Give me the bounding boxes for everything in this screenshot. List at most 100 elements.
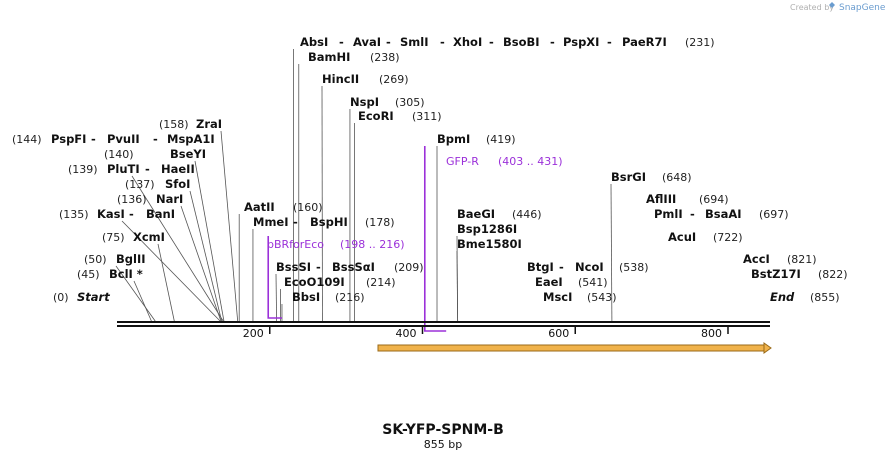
primer-binding-marker[interactable] [267, 236, 282, 319]
enzyme-label[interactable]: BsaAI [705, 207, 742, 221]
enzyme-label[interactable]: PvuII [107, 132, 140, 146]
enzyme-label[interactable]: HaeII [161, 162, 195, 176]
enzyme-label[interactable]: AcuI [668, 230, 696, 244]
enzyme-label[interactable]: PspFI [51, 132, 86, 146]
enzyme-label[interactable]: BspHI [310, 215, 348, 229]
label-separator: - [129, 207, 134, 221]
enzyme-label[interactable]: PspXI [563, 35, 599, 49]
site-position: (209) [394, 261, 424, 274]
label-separator: - [145, 162, 150, 176]
site-position: (694) [699, 193, 729, 206]
enzyme-label[interactable]: EcoO109I [284, 275, 345, 289]
label-separator: - [153, 132, 158, 146]
site-connector-lines [115, 49, 613, 322]
enzyme-label[interactable]: NarI [156, 192, 183, 206]
enzyme-label[interactable]: EaeI [535, 275, 563, 289]
site-position: (305) [395, 96, 425, 109]
enzyme-label[interactable]: SmlI [400, 35, 429, 49]
site-connector-line [121, 220, 221, 322]
label-separator: - [339, 35, 344, 49]
enzyme-label[interactable]: BclI * [109, 267, 143, 281]
site-labels: AbsI - AvaI - SmlI - XhoI - BsoBI - PspX… [12, 35, 848, 304]
label-separator: - [607, 35, 612, 49]
enzyme-label[interactable]: BtgI [527, 260, 554, 274]
site-position: (821) [787, 253, 817, 266]
ruler-tick-label: 800 [701, 327, 722, 340]
site-connector-line [220, 130, 239, 322]
site-position: (137) [125, 178, 155, 191]
site-connector-line [189, 190, 223, 322]
enzyme-label[interactable]: BsoBI [503, 35, 540, 49]
snapgene-logo-icon [829, 2, 835, 8]
label-separator: - [386, 35, 391, 49]
enzyme-label[interactable]: Bme1580I [457, 237, 522, 251]
site-position: (75) [102, 231, 125, 244]
primer-label[interactable]: pBRforEco [267, 238, 324, 251]
label-separator: - [559, 260, 564, 274]
enzyme-label[interactable]: BbsI [292, 290, 320, 304]
site-position: (216) [335, 291, 365, 304]
ruler-tick-label: 600 [548, 327, 569, 340]
enzyme-label[interactable]: BglII [116, 252, 146, 266]
enzyme-label[interactable]: BaeGI [457, 207, 495, 221]
enzyme-label[interactable]: BstZ17I [751, 267, 801, 281]
site-position: (160) [293, 201, 323, 214]
site-position: (648) [662, 171, 692, 184]
enzyme-label[interactable]: AvaI [353, 35, 381, 49]
site-position: (140) [104, 148, 134, 161]
enzyme-label[interactable]: BpmI [437, 132, 470, 146]
ruler-ticks: 200 400 600 800 [243, 327, 729, 340]
ruler-tick-label: 200 [243, 327, 264, 340]
enzyme-label[interactable]: AatII [244, 200, 275, 214]
map-title: SK-YFP-SPNM-B [382, 422, 503, 438]
enzyme-label[interactable]: BsrGI [611, 170, 646, 184]
enzyme-label[interactable]: Bsp1286I [457, 222, 517, 236]
site-position: (538) [619, 261, 649, 274]
enzyme-label[interactable]: EcoRI [358, 109, 394, 123]
enzyme-label[interactable]: AbsI [300, 35, 328, 49]
site-position: (269) [379, 73, 409, 86]
enzyme-label[interactable]: BssSI [276, 260, 311, 274]
site-position: (144) [12, 133, 42, 146]
site-connector-line [456, 250, 459, 322]
enzyme-label[interactable]: SfoI [165, 177, 190, 191]
site-position: (446) [512, 208, 542, 221]
enzyme-label[interactable]: NspI [350, 95, 379, 109]
label-separator: - [550, 35, 555, 49]
enzyme-label[interactable]: PmlI [654, 207, 683, 221]
primer-binding-marker[interactable] [423, 146, 447, 332]
enzyme-label[interactable]: HincII [322, 72, 359, 86]
enzyme-label[interactable]: XhoI [453, 35, 482, 49]
site-position: (419) [486, 133, 516, 146]
enzyme-label[interactable]: BamHI [308, 50, 350, 64]
site-position: (158) [159, 118, 189, 131]
site-connector-line [133, 280, 152, 322]
label-separator: - [293, 215, 298, 229]
enzyme-label[interactable]: MmeI [253, 215, 289, 229]
enzyme-label[interactable]: BssSαI [332, 260, 375, 274]
enzyme-label[interactable]: PaeR7I [622, 35, 667, 49]
primer-label[interactable]: GFP-R [446, 155, 479, 168]
enzyme-label[interactable]: AflIII [646, 192, 676, 206]
enzyme-label[interactable]: KasI [97, 207, 125, 221]
enzyme-label[interactable]: BanI [146, 207, 175, 221]
enzyme-label[interactable]: NcoI [575, 260, 604, 274]
enzyme-label[interactable]: AccI [743, 252, 770, 266]
enzyme-label[interactable]: MscI [543, 290, 572, 304]
enzyme-label[interactable]: BseYI [170, 147, 206, 161]
enzyme-label[interactable]: PluTI [107, 162, 140, 176]
enzyme-label[interactable]: XcmI [133, 230, 165, 244]
site-position: (136) [117, 193, 147, 206]
site-position: (139) [68, 163, 98, 176]
enzyme-label[interactable]: MspA1I [167, 132, 215, 146]
site-position: (722) [713, 231, 743, 244]
site-connector-line [610, 183, 613, 322]
end-position: (855) [810, 291, 840, 304]
enzyme-label[interactable]: ZraI [196, 117, 222, 131]
site-position: (541) [578, 276, 608, 289]
site-position: (311) [412, 110, 442, 123]
ruler-tick-label: 400 [395, 327, 416, 340]
feature-arrow[interactable] [377, 342, 772, 354]
created-by-text: Created by [790, 3, 834, 12]
